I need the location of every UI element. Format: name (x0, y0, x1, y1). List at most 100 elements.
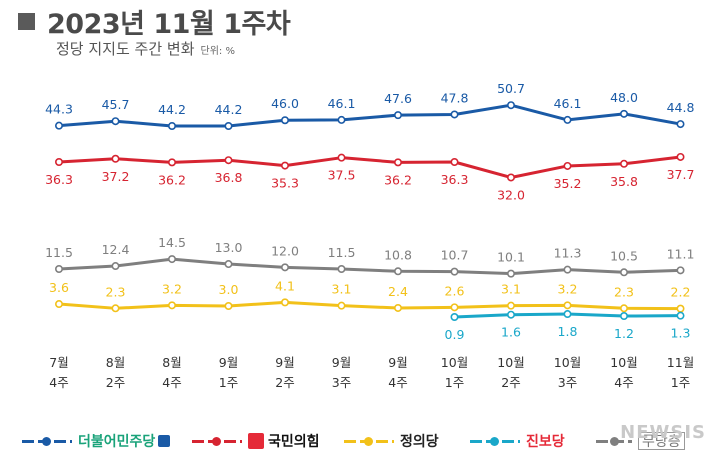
data-point (224, 301, 233, 310)
x-tick-week: 2주 (275, 375, 294, 390)
data-label: 48.0 (610, 90, 638, 105)
data-point (450, 110, 459, 119)
x-tick-month: 10월 (441, 355, 468, 370)
series-line-1 (58, 155, 681, 179)
data-label: 12.4 (102, 242, 130, 257)
data-point (224, 122, 233, 131)
data-point (168, 158, 177, 167)
data-label: 2.3 (614, 284, 634, 299)
data-point (280, 161, 289, 170)
data-point (168, 122, 177, 131)
data-point (337, 264, 346, 273)
series-line-3 (58, 300, 681, 311)
legend-item-justice: 정의당 (344, 428, 439, 454)
data-point (450, 303, 459, 312)
data-label: 1.8 (558, 324, 578, 339)
x-tick-week: 1주 (445, 375, 464, 390)
data-label: 10.1 (497, 250, 525, 265)
chart-subtitle: 정당 지지도 주간 변화 (56, 40, 195, 58)
data-label: 46.1 (554, 96, 582, 111)
x-tick-month: 8월 (106, 355, 125, 370)
data-point (619, 159, 628, 168)
legend-line-justice (344, 436, 394, 446)
data-point (337, 301, 346, 310)
data-point (393, 111, 402, 120)
x-tick-week: 2주 (106, 375, 125, 390)
x-tick-month: 9월 (219, 355, 238, 370)
title-block: 2023년 11월 1주차 (18, 4, 291, 40)
data-label: 37.5 (328, 168, 356, 183)
subtitle-block: 정당 지지도 주간 변화 단위: % (56, 38, 235, 59)
data-point (450, 267, 459, 276)
dp-logo-icon (158, 435, 171, 447)
x-tick-week: 4주 (614, 375, 633, 390)
x-tick-month: 10월 (610, 355, 637, 370)
data-label: 37.2 (102, 169, 130, 184)
data-point (676, 304, 685, 313)
data-label: 44.8 (667, 100, 695, 115)
data-label: 44.3 (45, 102, 73, 117)
data-point (54, 158, 63, 167)
watermark-logo: NEWSIS (620, 422, 706, 443)
legend-label-justice: 정의당 (400, 434, 439, 450)
data-label: 3.2 (558, 281, 578, 296)
data-point (563, 265, 572, 274)
data-point (54, 300, 63, 309)
data-point (563, 301, 572, 310)
data-label: 11.1 (667, 246, 695, 261)
data-label: 0.9 (445, 327, 465, 342)
x-tick-month: 9월 (388, 355, 407, 370)
legend-line-none (596, 436, 632, 446)
legend-line-ppp (192, 436, 242, 446)
line-chart: 44.3 45.7 44.2 44.2 46.0 46.1 47.6 47.8 50.7 46.1… (45, 81, 695, 390)
data-point (506, 301, 515, 310)
data-point (563, 161, 572, 170)
data-point (506, 269, 515, 278)
x-tick-week: 4주 (388, 375, 407, 390)
legend-item-progressive: 진보당 (470, 428, 565, 454)
x-tick-month: 11월 (667, 355, 694, 370)
x-tick-week: 4주 (49, 375, 68, 390)
data-label: 11.5 (45, 245, 73, 260)
data-label: 3.1 (501, 282, 521, 297)
legend-label-dp: 더불어민주당 (78, 434, 156, 450)
data-point (168, 255, 177, 264)
x-tick-week: 2주 (501, 375, 520, 390)
data-point (280, 116, 289, 125)
data-point (54, 121, 63, 130)
data-label: 50.7 (497, 81, 525, 96)
data-point (111, 304, 120, 313)
data-label: 3.0 (219, 282, 239, 297)
data-point (224, 156, 233, 165)
data-label: 10.5 (610, 248, 638, 263)
data-label: 2.6 (445, 283, 465, 298)
data-point (450, 158, 459, 167)
data-label: 12.0 (271, 243, 299, 258)
data-label: 37.7 (667, 167, 695, 182)
data-label: 10.8 (384, 247, 412, 262)
x-tick-week: 1주 (671, 375, 690, 390)
data-label: 45.7 (102, 97, 130, 112)
data-point (563, 115, 572, 124)
data-point (280, 263, 289, 272)
data-label: 36.2 (158, 172, 186, 187)
data-point (619, 109, 628, 118)
data-point (619, 312, 628, 321)
page-title: 2023년 11월 1주차 (47, 8, 291, 40)
x-tick-month: 10월 (497, 355, 524, 370)
data-label: 13.0 (215, 240, 243, 255)
data-label: 1.6 (501, 325, 521, 340)
data-label: 2.2 (671, 285, 691, 300)
data-point (337, 153, 346, 162)
x-tick-week: 3주 (332, 375, 351, 390)
data-point (224, 260, 233, 269)
legend-label-ppp: 국민의힘 (268, 434, 320, 450)
data-label: 44.2 (158, 102, 186, 117)
data-point (563, 310, 572, 319)
data-label: 32.0 (497, 187, 525, 202)
data-point (393, 267, 402, 276)
ppp-logo-icon (248, 433, 264, 449)
data-point (111, 154, 120, 163)
data-point (54, 264, 63, 273)
data-point (111, 117, 120, 126)
